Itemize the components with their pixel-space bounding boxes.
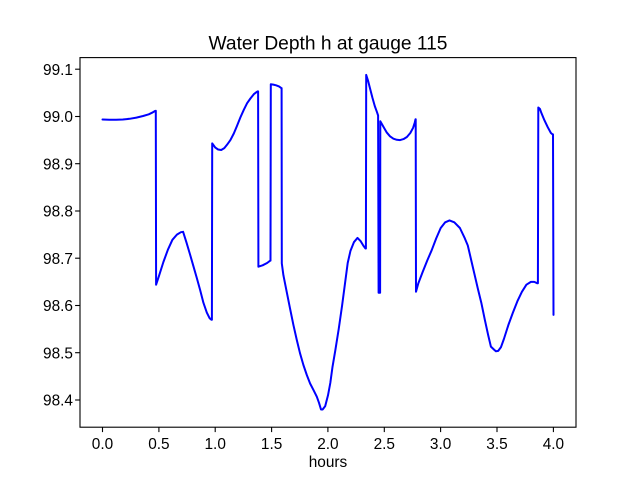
svg-text:4.0: 4.0 xyxy=(543,436,564,453)
svg-text:98.4: 98.4 xyxy=(43,393,73,410)
svg-text:3.5: 3.5 xyxy=(486,436,507,453)
svg-text:98.6: 98.6 xyxy=(43,298,73,315)
svg-text:98.9: 98.9 xyxy=(43,156,73,173)
svg-text:3.0: 3.0 xyxy=(430,436,451,453)
svg-text:hours: hours xyxy=(309,454,348,471)
svg-text:1.0: 1.0 xyxy=(204,436,225,453)
svg-text:2.5: 2.5 xyxy=(374,436,395,453)
svg-text:0.5: 0.5 xyxy=(148,436,169,453)
svg-text:98.5: 98.5 xyxy=(43,345,73,362)
svg-text:98.8: 98.8 xyxy=(43,204,73,221)
svg-text:99.1: 99.1 xyxy=(43,62,73,79)
svg-text:0.0: 0.0 xyxy=(92,436,113,453)
svg-text:Water Depth h at gauge 115: Water Depth h at gauge 115 xyxy=(209,34,448,55)
svg-text:98.7: 98.7 xyxy=(43,251,73,268)
svg-text:99.0: 99.0 xyxy=(43,109,73,126)
svg-text:2.0: 2.0 xyxy=(317,436,338,453)
svg-text:1.5: 1.5 xyxy=(261,436,282,453)
